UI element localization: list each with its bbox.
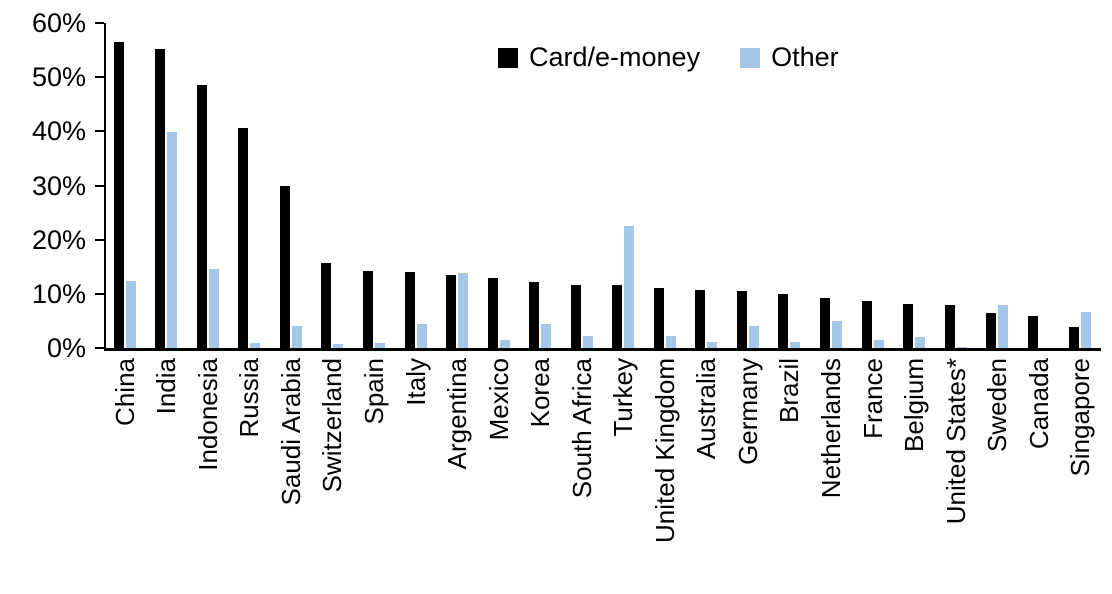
bar-other [873, 339, 884, 348]
legend-swatch-other [740, 47, 761, 68]
y-axis-tick-mark [95, 76, 104, 79]
bar-card-e-money [321, 262, 332, 348]
x-axis-category-label: Netherlands [815, 358, 846, 499]
x-axis-category-label: Belgium [899, 358, 930, 452]
bar-card-e-money [653, 287, 664, 348]
bar-other [541, 323, 552, 348]
bar-card-e-money [1027, 316, 1038, 348]
x-axis-category-label: United States* [940, 358, 971, 525]
legend-label-other: Other [771, 42, 839, 72]
x-axis-category-label: Turkey [608, 358, 639, 437]
bar-card-e-money [778, 293, 789, 348]
x-axis-category-label: South Africa [566, 358, 597, 499]
x-axis-category-label: Sweden [982, 358, 1013, 452]
y-axis-tick-mark [95, 22, 104, 24]
bar-other [416, 323, 427, 348]
bar-card-e-money [487, 278, 498, 348]
y-axis-tick-mark [95, 292, 104, 295]
bar-other [125, 281, 136, 348]
bar-other [167, 132, 178, 348]
bar-card-e-money [238, 127, 249, 348]
x-axis-category-label: Germany [732, 358, 763, 465]
y-axis-tick-label: 30% [31, 170, 86, 201]
bar-other [831, 321, 842, 348]
x-axis-category-label: Italy [400, 358, 431, 406]
y-axis-tick-label: 40% [31, 116, 86, 147]
bar-card-e-money [446, 275, 457, 348]
y-axis-tick-label: 10% [31, 278, 86, 309]
legend-swatch-card-e-money [498, 47, 518, 68]
x-axis-category-label: Russia [234, 358, 265, 438]
x-axis-category-label: China [109, 358, 140, 426]
y-axis-tick-mark [95, 347, 104, 349]
legend: Card/e-money Other [498, 44, 839, 71]
x-axis-category-label: Indonesia [192, 358, 223, 471]
legend-item-other: Other [740, 44, 839, 71]
x-axis-category-label: Switzerland [317, 358, 348, 493]
legend-label-card-e-money: Card/e-money [529, 42, 701, 72]
bar-card-e-money [861, 300, 872, 348]
bar-card-e-money [363, 270, 374, 348]
bar-card-e-money [113, 41, 124, 348]
bar-other [582, 335, 593, 348]
bar-other [915, 337, 926, 348]
x-axis-category-label: Canada [1023, 358, 1054, 450]
bar-other [333, 344, 344, 348]
bar-card-e-money [612, 285, 623, 348]
bar-card-e-money [196, 85, 207, 348]
y-axis-tick-mark [95, 238, 104, 241]
x-axis-category-label: France [857, 358, 888, 439]
bar-other [458, 272, 469, 348]
bar-card-e-money [155, 49, 166, 348]
x-axis-category-label: Brazil [774, 358, 805, 424]
x-axis-category-label: Korea [525, 358, 556, 428]
bar-other [250, 342, 261, 348]
bar-card-e-money [404, 272, 415, 348]
bar-card-e-money [944, 305, 955, 348]
bar-other [624, 225, 635, 348]
x-axis-category-label: India [151, 358, 182, 415]
y-axis-line [104, 23, 106, 350]
x-axis-category-label: Australia [691, 358, 722, 460]
y-axis-tick-label: 50% [31, 62, 86, 93]
x-axis-line [104, 348, 1101, 351]
bar-card-e-money [279, 185, 290, 348]
bar-card-e-money [986, 312, 997, 348]
x-axis-category-label: United Kingdom [649, 358, 680, 543]
bar-card-e-money [819, 298, 830, 348]
bar-card-e-money [529, 282, 540, 348]
bar-other [748, 326, 759, 348]
bar-other [375, 342, 386, 348]
y-axis-tick-label: 0% [46, 333, 86, 363]
bar-card-e-money [695, 289, 706, 348]
bar-card-e-money [903, 303, 914, 348]
x-axis-category-label: Argentina [442, 358, 473, 470]
bar-other [956, 346, 967, 348]
bar-other [499, 340, 510, 348]
bar-other [707, 342, 718, 348]
y-axis-tick-mark [95, 184, 104, 187]
bar-card-e-money [1069, 326, 1080, 348]
bar-other [790, 341, 801, 348]
bar-other [1081, 312, 1092, 348]
x-axis-category-label: Singapore [1065, 358, 1096, 477]
y-axis-tick-mark [95, 130, 104, 133]
y-axis-tick-label: 20% [31, 224, 86, 255]
y-axis-tick-label: 60% [31, 8, 86, 38]
bar-other [998, 304, 1009, 348]
bar-other [291, 326, 302, 348]
bar-other [208, 269, 219, 348]
bar-card-e-money [570, 284, 581, 348]
legend-item-card-e-money: Card/e-money [498, 44, 700, 71]
x-axis-category-label: Mexico [483, 358, 514, 441]
bar-card-e-money [736, 291, 747, 348]
x-axis-category-label: Saudi Arabia [275, 358, 306, 506]
x-axis-category-label: Spain [359, 358, 390, 425]
bar-other [665, 336, 676, 348]
